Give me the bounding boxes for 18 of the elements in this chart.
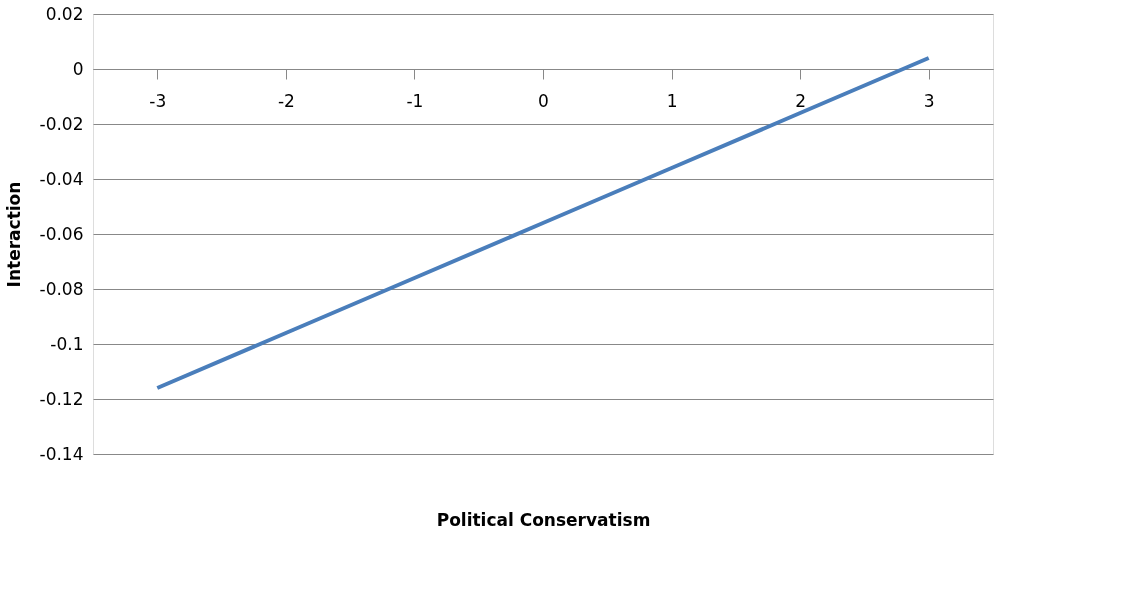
y-tick-label: -0.12 [39,388,84,409]
x-tick-label: 1 [666,90,678,111]
x-tick-label: 0 [538,90,549,111]
y-tick-label: 0.02 [45,3,84,24]
x-axis-title: Political Conservatism [436,509,651,530]
y-tick-label: -0.06 [39,223,84,244]
y-axis-title: Interaction [3,181,24,288]
x-tick-label: -1 [406,90,424,111]
x-tick-label: 3 [923,90,935,111]
y-tick-label: -0.08 [39,278,84,299]
y-tick-label: -0.1 [50,333,84,354]
x-tick-label: 2 [795,90,807,111]
y-tick-label: -0.14 [39,443,84,464]
y-tick-label: -0.04 [39,168,84,189]
y-tick-label: -0.02 [39,113,84,134]
y-tick-label: 0 [72,58,84,79]
x-tick-label: -2 [277,90,295,111]
x-tick-label: -3 [149,90,167,111]
